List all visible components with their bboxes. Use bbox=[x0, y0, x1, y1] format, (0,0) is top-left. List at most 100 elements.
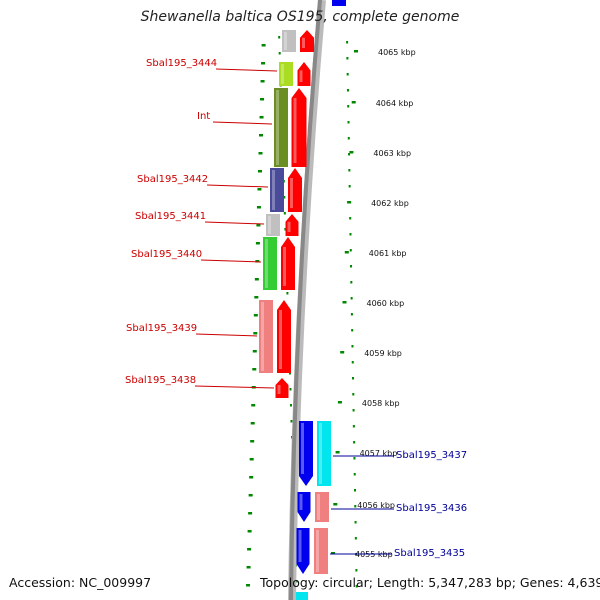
cog-category-box bbox=[274, 88, 288, 167]
kbp-tick-mark bbox=[351, 101, 356, 104]
ruler-dash bbox=[246, 584, 251, 587]
gene-arrow-highlight bbox=[299, 494, 303, 510]
inner-ruler-dot bbox=[347, 137, 350, 140]
ruler-dash bbox=[246, 566, 251, 569]
cog-category-box bbox=[317, 421, 331, 486]
inner-ruler-dot bbox=[351, 329, 354, 332]
cog-box-highlight bbox=[276, 90, 279, 165]
gene-label[interactable]: Sbal195_3437 bbox=[396, 450, 467, 461]
gene-arrow bbox=[275, 378, 289, 398]
cog-category-box bbox=[315, 492, 329, 522]
inner-ruler-dot bbox=[348, 185, 351, 188]
gene-arrow bbox=[285, 214, 299, 236]
ruler-dash bbox=[250, 440, 255, 443]
inner-ruler-dot bbox=[349, 249, 352, 252]
inner-ruler-dot bbox=[349, 233, 352, 236]
inner-ruler-dot bbox=[346, 89, 349, 92]
cog-box-highlight bbox=[265, 239, 268, 288]
cog-category-box bbox=[282, 30, 296, 52]
inner-ruler-dot bbox=[355, 585, 358, 588]
inner-ruler-dot bbox=[350, 313, 353, 316]
gene-arrow bbox=[297, 492, 311, 522]
cog-box-highlight bbox=[319, 423, 322, 484]
kbp-tick-label: 4065 kbp bbox=[378, 48, 416, 57]
gene-arrow-highlight bbox=[283, 247, 286, 286]
cog-box-highlight bbox=[281, 64, 284, 84]
ruler-dash bbox=[261, 44, 266, 47]
inner-ruler-dot bbox=[350, 297, 353, 300]
ruler-dash bbox=[254, 278, 259, 281]
cog-box-highlight bbox=[272, 170, 275, 210]
gene-label-leader bbox=[204, 221, 265, 225]
inner-ruler-dot bbox=[354, 537, 357, 540]
inner-ruler-dot bbox=[353, 473, 356, 476]
inner-ruler-dot bbox=[346, 73, 349, 76]
map-title: Shewanella baltica OS195, complete genom… bbox=[140, 9, 460, 25]
gene-label[interactable]: Int bbox=[197, 111, 210, 122]
kbp-tick-mark bbox=[347, 201, 352, 204]
gene-arrow bbox=[299, 421, 313, 486]
ruler-dash bbox=[260, 98, 265, 101]
gene-arrow-highlight bbox=[290, 178, 293, 208]
ruler-dash bbox=[259, 134, 264, 137]
inner-ruler-dot bbox=[352, 425, 355, 428]
gene-label[interactable]: Sbal195_3444 bbox=[146, 58, 217, 69]
outer-ruler-dot bbox=[286, 292, 289, 295]
gene-arrow-highlight bbox=[302, 37, 305, 48]
cog-category-box bbox=[259, 300, 273, 373]
kbp-tick-label: 4056 kbp bbox=[357, 501, 395, 510]
inner-ruler-dot bbox=[348, 153, 351, 156]
kbp-tick-label: 4061 kbp bbox=[369, 249, 407, 258]
ruler-dash bbox=[247, 530, 252, 533]
gene-arrow bbox=[300, 30, 314, 52]
kbp-tick-mark bbox=[344, 251, 349, 254]
inner-ruler-dot bbox=[354, 521, 357, 524]
kbp-tick-label: 4060 kbp bbox=[367, 299, 405, 308]
kbp-tick-mark bbox=[342, 301, 347, 304]
cog-box-highlight bbox=[284, 32, 287, 50]
outer-ruler-dot bbox=[278, 52, 281, 55]
inner-ruler-dot bbox=[347, 105, 350, 108]
gene-label[interactable]: Sbal195_3435 bbox=[394, 548, 465, 559]
gene-label[interactable]: Sbal195_3440 bbox=[131, 249, 202, 260]
outer-ruler-dot bbox=[283, 196, 286, 199]
inner-ruler-dot bbox=[352, 409, 355, 412]
gene-label[interactable]: Sbal195_3442 bbox=[137, 174, 208, 185]
reverse-gene-fragment bbox=[332, 0, 346, 6]
gene-label[interactable]: Sbal195_3439 bbox=[126, 323, 197, 334]
inner-ruler-dot bbox=[355, 569, 358, 572]
outer-ruler-dot bbox=[290, 420, 293, 423]
inner-ruler-dot bbox=[346, 57, 349, 60]
outer-ruler-dot bbox=[284, 228, 287, 231]
ruler-dash bbox=[250, 422, 255, 425]
ruler-dash bbox=[258, 152, 263, 155]
kbp-tick-label: 4059 kbp bbox=[364, 349, 402, 358]
gene-arrow-highlight bbox=[299, 70, 303, 82]
gene-label[interactable]: Sbal195_3441 bbox=[135, 211, 206, 222]
inner-ruler-dot bbox=[351, 345, 354, 348]
kbp-tick-label: 4057 kbp bbox=[360, 449, 398, 458]
outer-ruler-dot bbox=[283, 212, 286, 215]
kbp-tick-label: 4058 kbp bbox=[362, 399, 400, 408]
inner-ruler-dot bbox=[350, 281, 353, 284]
kbp-tick-mark bbox=[337, 401, 342, 404]
inner-ruler-dot bbox=[349, 217, 352, 220]
inner-ruler-dot bbox=[350, 265, 353, 268]
gene-arrow-highlight bbox=[277, 385, 281, 394]
ruler-dash bbox=[257, 188, 262, 191]
gene-label[interactable]: Sbal195_3436 bbox=[396, 503, 467, 514]
gene-label[interactable]: Sbal195_3438 bbox=[125, 375, 196, 386]
gene-label-leader bbox=[194, 385, 275, 389]
gene-arrow bbox=[281, 237, 295, 290]
gene-arrow-highlight bbox=[301, 423, 304, 474]
accession-text: Accession: NC_009997 bbox=[9, 575, 152, 590]
cog-category-box bbox=[270, 168, 284, 212]
gene-label-leader bbox=[206, 184, 269, 188]
gene-arrow-highlight bbox=[279, 310, 282, 369]
inner-ruler-dot bbox=[353, 489, 356, 492]
outer-ruler-dot bbox=[278, 36, 281, 39]
genome-summary-text: Topology: circular; Length: 5,347,283 bp… bbox=[260, 575, 600, 590]
outer-ruler-dot bbox=[289, 388, 292, 391]
gene-label-leader bbox=[212, 121, 273, 125]
outer-ruler-dot bbox=[288, 372, 291, 375]
